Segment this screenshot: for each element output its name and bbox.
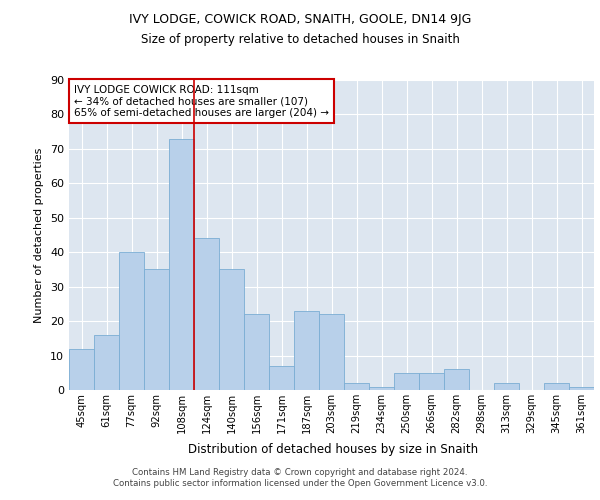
Text: Contains HM Land Registry data © Crown copyright and database right 2024.
Contai: Contains HM Land Registry data © Crown c…: [113, 468, 487, 487]
Bar: [219, 270, 244, 390]
Bar: [544, 383, 569, 390]
Text: Size of property relative to detached houses in Snaith: Size of property relative to detached ho…: [140, 32, 460, 46]
Bar: [344, 383, 369, 390]
Bar: [94, 335, 119, 390]
Bar: [294, 311, 319, 390]
Bar: [394, 373, 419, 390]
Bar: [144, 270, 169, 390]
Bar: [194, 238, 219, 390]
Text: IVY LODGE, COWICK ROAD, SNAITH, GOOLE, DN14 9JG: IVY LODGE, COWICK ROAD, SNAITH, GOOLE, D…: [129, 12, 471, 26]
Text: IVY LODGE COWICK ROAD: 111sqm
← 34% of detached houses are smaller (107)
65% of : IVY LODGE COWICK ROAD: 111sqm ← 34% of d…: [74, 84, 329, 118]
Bar: [244, 314, 269, 390]
Bar: [69, 348, 94, 390]
Bar: [569, 386, 594, 390]
Y-axis label: Number of detached properties: Number of detached properties: [34, 148, 44, 322]
Bar: [444, 370, 469, 390]
Text: Distribution of detached houses by size in Snaith: Distribution of detached houses by size …: [188, 442, 478, 456]
Bar: [419, 373, 444, 390]
Bar: [119, 252, 144, 390]
Bar: [319, 314, 344, 390]
Bar: [494, 383, 519, 390]
Bar: [369, 386, 394, 390]
Bar: [269, 366, 294, 390]
Bar: [169, 138, 194, 390]
